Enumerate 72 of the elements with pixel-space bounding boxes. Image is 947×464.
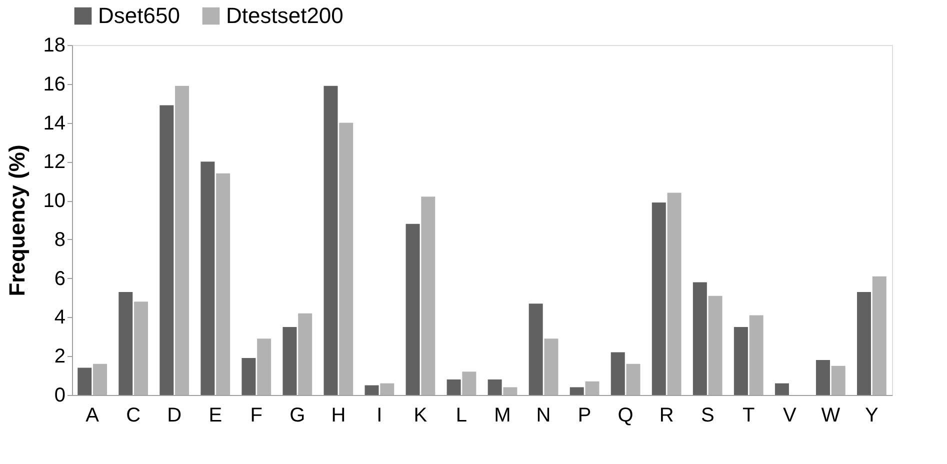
y-tick-label: 8 xyxy=(54,228,66,251)
x-tick-label: L xyxy=(456,404,468,426)
bar xyxy=(380,383,394,395)
bar xyxy=(200,162,215,395)
x-tick-label: A xyxy=(86,404,100,426)
bar xyxy=(692,282,707,395)
x-tick-label: N xyxy=(536,404,551,426)
y-tick-label: 4 xyxy=(54,306,66,329)
x-tick-label: W xyxy=(821,404,840,426)
bar xyxy=(160,105,174,395)
y-axis-title: Frequency (%) xyxy=(4,144,30,296)
x-tick-label: E xyxy=(208,404,222,426)
x-tick-label: G xyxy=(290,404,306,426)
bar xyxy=(134,302,148,395)
bar xyxy=(872,276,886,395)
y-tick-label: 6 xyxy=(54,268,66,290)
bar xyxy=(446,379,461,395)
x-tick-label: Y xyxy=(865,404,878,426)
y-tick-label: 12 xyxy=(43,151,66,174)
bar xyxy=(652,202,666,395)
y-tick-label: 14 xyxy=(43,112,66,134)
x-tick-label: C xyxy=(126,404,141,426)
x-tick-label: P xyxy=(578,404,592,426)
bar xyxy=(257,338,272,395)
bar xyxy=(667,192,682,395)
y-tick-label: 16 xyxy=(43,73,66,96)
bar xyxy=(364,385,379,395)
bar xyxy=(324,86,338,395)
y-tick-label: 0 xyxy=(54,384,66,406)
x-tick-label: K xyxy=(414,404,428,426)
bar xyxy=(831,366,846,395)
y-tick-label: 18 xyxy=(43,34,66,56)
x-tick-label: V xyxy=(782,404,797,426)
bar xyxy=(816,360,830,395)
bar xyxy=(216,173,230,395)
bar xyxy=(406,224,420,395)
x-tick-label: I xyxy=(376,404,382,426)
x-tick-label: R xyxy=(659,404,674,426)
bar xyxy=(774,383,789,395)
bar xyxy=(92,364,107,395)
bar xyxy=(570,387,584,395)
bar xyxy=(585,381,600,395)
bar xyxy=(242,358,256,395)
bar xyxy=(488,379,502,395)
bar xyxy=(175,86,190,395)
bar xyxy=(708,296,722,395)
y-tick-label: 2 xyxy=(54,346,66,368)
bar xyxy=(282,326,297,395)
bar xyxy=(462,372,476,395)
bar xyxy=(503,387,518,395)
bar xyxy=(528,304,543,395)
x-tick-label: S xyxy=(700,404,714,426)
bar xyxy=(118,292,133,395)
bar xyxy=(857,292,872,395)
bar xyxy=(421,196,436,395)
x-tick-label: F xyxy=(250,404,262,426)
x-tick-label: H xyxy=(331,404,346,426)
bar xyxy=(610,352,625,395)
x-tick-label: Q xyxy=(618,404,634,426)
x-tick-label: M xyxy=(494,404,511,426)
y-tick-label: 10 xyxy=(43,190,66,212)
x-tick-label: D xyxy=(167,404,182,426)
bar xyxy=(78,368,92,395)
bar xyxy=(298,313,312,395)
x-tick-label: T xyxy=(742,404,755,426)
bar xyxy=(339,122,354,395)
bar xyxy=(626,364,640,395)
bar xyxy=(749,315,764,395)
bar xyxy=(734,326,748,395)
legend-label: Dtestset200 xyxy=(226,3,344,28)
legend-label: Dset650 xyxy=(98,3,180,28)
bar xyxy=(544,338,558,395)
